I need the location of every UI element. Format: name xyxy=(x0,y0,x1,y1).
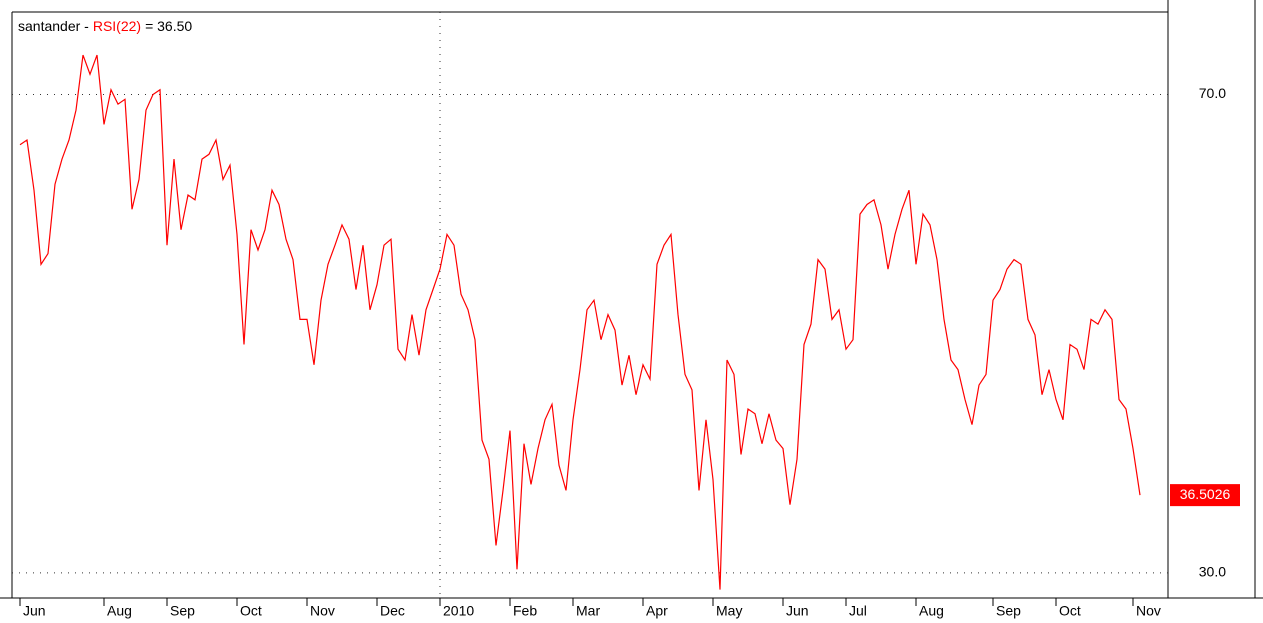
x-tick-label: Aug xyxy=(107,603,132,619)
chart-title: santander - RSI(22) = 36.50 xyxy=(18,18,192,34)
title-symbol: santander - xyxy=(18,18,89,34)
x-tick-label: May xyxy=(716,603,742,619)
x-tick-label: Jun xyxy=(23,603,46,619)
x-tick-label: Nov xyxy=(1136,603,1161,619)
rsi-line xyxy=(19,54,1141,590)
x-tick-label: Jun xyxy=(786,603,809,619)
x-tick-label: Dec xyxy=(380,603,405,619)
x-tick-label: Sep xyxy=(170,603,195,619)
last-value-box xyxy=(1170,484,1240,507)
y-tick-label: 30.0 xyxy=(1199,564,1226,580)
x-tick-label: Oct xyxy=(1059,603,1081,619)
x-tick-label: Aug xyxy=(919,603,944,619)
title-reading: = 36.50 xyxy=(145,18,192,34)
x-tick-label: Feb xyxy=(513,603,537,619)
x-tick-label: Apr xyxy=(646,603,668,619)
y-tick-label: 70.0 xyxy=(1199,85,1226,101)
x-tick-label: Sep xyxy=(996,603,1021,619)
x-tick-label: Oct xyxy=(240,603,262,619)
x-tick-label: 2010 xyxy=(443,603,474,619)
x-tick-label: Mar xyxy=(576,603,600,619)
last-value-label: 36.5026 xyxy=(1180,486,1231,502)
title-indicator: RSI(22) xyxy=(93,18,141,34)
x-tick-label: Jul xyxy=(849,603,867,619)
x-tick-label: Nov xyxy=(310,603,335,619)
